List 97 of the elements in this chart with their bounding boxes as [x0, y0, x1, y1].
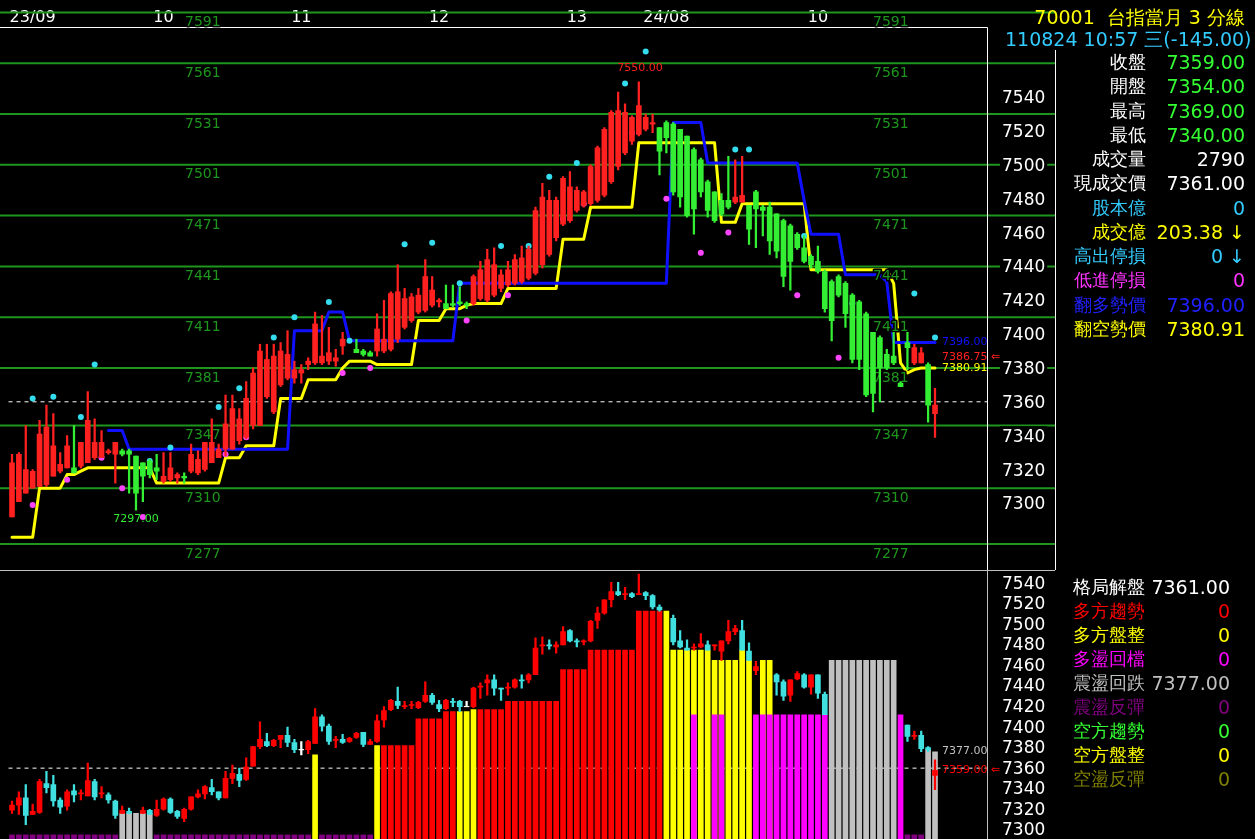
category-label: 多方趨勢 — [1072, 599, 1145, 623]
category-label: 0 ↓ — [1209, 245, 1245, 268]
x-tick-label: 11 — [291, 6, 312, 26]
category-label: 0 — [1216, 696, 1230, 718]
ref-line-label: 7441 — [185, 267, 221, 284]
category-label: 7380.91 — [1165, 317, 1245, 340]
y-tick-label: 7460 — [1002, 222, 1046, 243]
category-label: 翻多勢價 — [1073, 292, 1146, 317]
category-label: 7396.00 — [1165, 293, 1245, 316]
category-label: 0 — [1216, 624, 1230, 646]
ref-line-label: 7310 — [185, 488, 221, 505]
category-label: 空方盤整 — [1072, 743, 1145, 767]
y-tick-label: 7380 — [1002, 358, 1046, 379]
y-tick-label: 7520 — [1002, 121, 1046, 142]
category-label: 多盪回檔 — [1072, 647, 1145, 671]
category-label: 7377.00 — [1150, 672, 1230, 694]
category-label: 股本億 — [1091, 195, 1146, 220]
y-tick-label: 7360 — [1002, 757, 1046, 778]
y-tick-label: 7400 — [1002, 716, 1046, 737]
category-label: 7359.00 — [1165, 51, 1245, 74]
category-label: 多方盤整 — [1072, 623, 1145, 647]
y-tick-label: 7320 — [1002, 798, 1046, 819]
y-tick-label: 7500 — [1002, 613, 1046, 634]
category-label: 7340.00 — [1165, 123, 1245, 146]
category-label: 現成交價 — [1073, 171, 1146, 196]
y-tick-label: 7300 — [1002, 493, 1046, 514]
ref-line-label: 7277 — [185, 544, 221, 561]
category-label: 翻空勢價 — [1073, 316, 1146, 341]
category-label: 2790 — [1195, 148, 1245, 171]
category-label: 7369.00 — [1165, 99, 1245, 122]
ref-line-label: 7411 — [185, 317, 221, 334]
text: 7561 — [873, 63, 909, 80]
text: 70001 台指當月 3 分線 — [1033, 6, 1245, 28]
category-label: 7361.00 — [1165, 172, 1245, 195]
text: 7347 — [873, 426, 909, 443]
y-tick-label: 7520 — [1002, 593, 1046, 614]
category-label: 0 — [1216, 744, 1230, 766]
ref-line-label: 7471 — [185, 216, 221, 233]
text: 7277 — [873, 544, 909, 561]
category-label: 格局解盤 — [1072, 575, 1145, 599]
y-tick-label: 7380 — [1002, 737, 1046, 758]
category-label: 震盪反彈 — [1072, 695, 1145, 719]
y-tick-label: 7420 — [1002, 696, 1046, 716]
text: 7359.00 ⇐ — [942, 762, 1001, 776]
category-label: 空方趨勢 — [1072, 719, 1145, 743]
category-label: 開盤 — [1109, 74, 1146, 99]
category-label: 0 — [1231, 196, 1245, 219]
y-tick-label: 7340 — [1002, 425, 1046, 446]
y-tick-label: 7540 — [1002, 572, 1046, 593]
y-tick-label: 7360 — [1002, 391, 1046, 412]
text: 7310 — [873, 488, 909, 505]
ref-line-label: 7381 — [185, 368, 221, 385]
category-label: 高出停損 — [1073, 244, 1146, 269]
category-label: 7361.00 — [1150, 576, 1230, 598]
text: 7471 — [873, 216, 909, 233]
category-label: 最低 — [1109, 122, 1146, 147]
category-label: 0 — [1231, 269, 1245, 292]
ref-line-label: 7531 — [185, 114, 221, 131]
y-tick-label: 7480 — [1002, 188, 1046, 209]
category-label: 0 — [1216, 768, 1230, 790]
annotation: 7297.00 — [113, 511, 159, 525]
y-tick-label: 7540 — [1002, 87, 1046, 108]
y-tick-label: 7480 — [1002, 634, 1046, 655]
y-tick-label: 7340 — [1002, 778, 1046, 799]
category-label: 0 — [1216, 600, 1230, 622]
y-tick-label: 7500 — [1002, 154, 1046, 175]
data-label: 7396.00 — [942, 335, 988, 349]
y-tick-label: 7440 — [1002, 675, 1046, 696]
ref-line-label: 7501 — [185, 165, 221, 182]
category-label: 7354.00 — [1165, 75, 1245, 98]
category-label: 低進停損 — [1073, 268, 1146, 293]
y-tick-label: 7400 — [1002, 324, 1046, 345]
text: 7386.75 ⇐ — [942, 349, 1001, 363]
ref-line-label: 7591 — [185, 13, 221, 30]
y-tick-label: 7460 — [1002, 654, 1046, 675]
annotation: 7550.00 — [617, 60, 663, 74]
x-tick-label: 13 — [566, 6, 587, 26]
y-tick-label: 7420 — [1002, 290, 1046, 311]
category-label: 空盪反彈 — [1072, 767, 1145, 791]
text: 7591 — [873, 13, 909, 30]
category-label: 203.38 ↓ — [1155, 220, 1245, 243]
category-label: 0 — [1216, 720, 1230, 742]
text: 7531 — [873, 114, 909, 131]
text: 7501 — [873, 165, 909, 182]
category-label: 成交量 — [1091, 147, 1146, 172]
category-label: 0 — [1216, 648, 1230, 670]
y-tick-label: 7300 — [1002, 819, 1046, 839]
category-label: 震盪回跌 — [1072, 671, 1145, 695]
category-label: 收盤 — [1109, 50, 1146, 75]
text: 7377.00 — [942, 743, 988, 757]
ref-line-label: 7561 — [185, 63, 221, 80]
category-label: 最高 — [1109, 98, 1146, 123]
y-tick-label: 7320 — [1002, 459, 1046, 480]
text: 110824 10:57 三(-145.00) — [1005, 28, 1252, 50]
x-tick-label: 12 — [428, 6, 450, 26]
category-label: 成交億 — [1091, 219, 1146, 244]
y-tick-label: 7440 — [1002, 256, 1046, 277]
